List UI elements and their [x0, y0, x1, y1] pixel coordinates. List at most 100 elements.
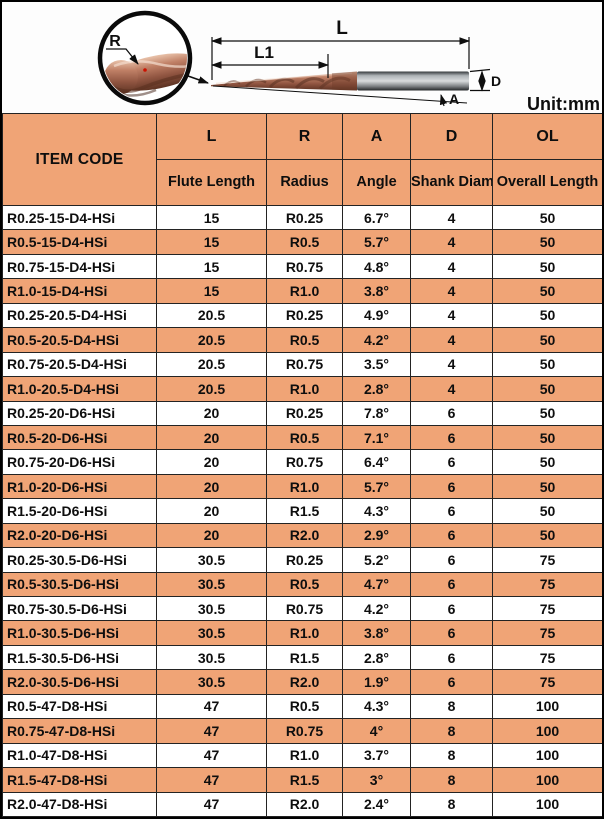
cell-overall-length: 50 — [492, 327, 602, 353]
flute-length-label: L1 — [254, 43, 274, 62]
cell-item-code: R1.0-20.5-D4-HSi — [2, 376, 157, 402]
table-row: R0.5-47-D8-HSi 47 R0.5 4.3° 8 100 — [2, 693, 602, 720]
table-row: R1.0-20.5-D4-HSi 20.5 R1.0 2.8° 4 50 — [2, 376, 602, 402]
cell-flute-length: 47 — [156, 693, 267, 720]
col-sublabel-radius: Radius — [266, 159, 343, 206]
spec-table-header: ITEM CODE L R A D OL Flute Length Radius… — [2, 113, 602, 206]
dimension-shank-diameter: D — [469, 68, 501, 92]
table-row: R1.5-47-D8-HSi 47 R1.5 3° 8 100 — [2, 767, 602, 793]
cell-item-code: R0.75-20.5-D4-HSi — [2, 351, 157, 378]
cell-shank-diameter: 6 — [410, 595, 493, 622]
cell-angle: 3.7° — [342, 742, 411, 769]
cell-shank-diameter: 8 — [410, 791, 493, 817]
radius-label: R — [109, 33, 121, 50]
dimension-flute-length: L1 — [211, 43, 329, 78]
cell-flute-length: 20.5 — [156, 351, 267, 378]
cell-angle: 5.2° — [342, 547, 411, 573]
cell-item-code: R0.5-20-D6-HSi — [2, 424, 157, 451]
cell-item-code: R0.75-15-D4-HSi — [2, 253, 157, 280]
cell-angle: 3.8° — [342, 620, 411, 646]
cell-flute-length: 30.5 — [156, 620, 267, 646]
cell-flute-length: 20 — [156, 522, 267, 549]
cell-item-code: R1.0-15-D4-HSi — [2, 278, 157, 304]
table-row: R2.0-20-D6-HSi 20 R2.0 2.9° 6 50 — [2, 522, 602, 549]
table-row: R0.25-20.5-D4-HSi 20.5 R0.25 4.9° 4 50 — [2, 302, 602, 329]
table-row: R0.75-47-D8-HSi 47 R0.75 4° 8 100 — [2, 718, 602, 744]
cell-radius: R0.25 — [266, 204, 343, 231]
radius-center-mark — [143, 68, 147, 72]
cell-radius: R0.75 — [266, 253, 343, 280]
cell-radius: R0.75 — [266, 718, 343, 744]
cell-angle: 4.9° — [342, 302, 411, 329]
table-row: R0.25-15-D4-HSi 15 R0.25 6.7° 4 50 — [2, 204, 602, 231]
cell-item-code: R0.5-30.5-D6-HSi — [2, 571, 157, 598]
cell-shank-diameter: 6 — [410, 424, 493, 451]
cell-overall-length: 50 — [492, 229, 602, 255]
cell-overall-length: 50 — [492, 400, 602, 426]
table-row: R0.5-30.5-D6-HSi 30.5 R0.5 4.7° 6 75 — [2, 571, 602, 598]
cell-item-code: R1.0-47-D8-HSi — [2, 742, 157, 769]
cell-radius: R2.0 — [266, 522, 343, 549]
cell-shank-diameter: 6 — [410, 498, 493, 524]
cell-flute-length: 15 — [156, 229, 267, 255]
cell-radius: R0.75 — [266, 351, 343, 378]
cell-item-code: R0.75-20-D6-HSi — [2, 449, 157, 475]
cell-angle: 4.8° — [342, 253, 411, 280]
spec-table: ITEM CODE L R A D OL Flute Length Radius… — [2, 113, 602, 817]
cell-item-code: R0.25-20.5-D4-HSi — [2, 302, 157, 329]
col-sublabel-flute-length: Flute Length — [156, 159, 267, 206]
cell-angle: 3.5° — [342, 351, 411, 378]
cell-overall-length: 50 — [492, 449, 602, 475]
col-sublabel-overall-length: Overall Length — [492, 159, 602, 206]
cell-item-code: R1.0-30.5-D6-HSi — [2, 620, 157, 646]
table-row: R0.5-20-D6-HSi 20 R0.5 7.1° 6 50 — [2, 424, 602, 451]
cell-shank-diameter: 6 — [410, 669, 493, 695]
cell-shank-diameter: 6 — [410, 571, 493, 598]
cell-flute-length: 20 — [156, 400, 267, 426]
cell-overall-length: 75 — [492, 620, 602, 646]
cell-flute-length: 30.5 — [156, 571, 267, 598]
cell-radius: R0.25 — [266, 547, 343, 573]
cell-overall-length: 50 — [492, 302, 602, 329]
cell-overall-length: 100 — [492, 791, 602, 817]
cell-item-code: R0.75-30.5-D6-HSi — [2, 595, 157, 622]
table-row: R2.0-47-D8-HSi 47 R2.0 2.4° 8 100 — [2, 791, 602, 817]
cell-item-code: R0.25-30.5-D6-HSi — [2, 547, 157, 573]
cell-item-code: R2.0-20-D6-HSi — [2, 522, 157, 549]
cell-overall-length: 50 — [492, 473, 602, 500]
cell-overall-length: 75 — [492, 644, 602, 671]
col-header-R: R — [266, 113, 343, 160]
cell-overall-length: 100 — [492, 718, 602, 744]
table-row: R0.75-15-D4-HSi 15 R0.75 4.8° 4 50 — [2, 253, 602, 280]
cell-overall-length: 50 — [492, 204, 602, 231]
ball-nose-detail-lens: R — [97, 10, 193, 106]
table-row: R1.0-20-D6-HSi 20 R1.0 5.7° 6 50 — [2, 473, 602, 500]
cell-item-code: R0.5-15-D4-HSi — [2, 229, 157, 255]
cell-overall-length: 75 — [492, 571, 602, 598]
cell-overall-length: 50 — [492, 376, 602, 402]
cell-angle: 6.4° — [342, 449, 411, 475]
cell-shank-diameter: 6 — [410, 547, 493, 573]
cell-flute-length: 30.5 — [156, 644, 267, 671]
table-row: R1.0-15-D4-HSi 15 R1.0 3.8° 4 50 — [2, 278, 602, 304]
cell-angle: 5.7° — [342, 229, 411, 255]
item-code-header: ITEM CODE — [2, 113, 157, 206]
col-sublabel-shank-diameter: Shank Diameter — [410, 159, 493, 206]
cell-radius: R1.0 — [266, 376, 343, 402]
cell-flute-length: 20 — [156, 424, 267, 451]
shank-diameter-label: D — [491, 73, 501, 89]
table-row: R0.5-15-D4-HSi 15 R0.5 5.7° 4 50 — [2, 229, 602, 255]
cell-shank-diameter: 6 — [410, 620, 493, 646]
col-sublabel-angle: Angle — [342, 159, 411, 206]
cell-flute-length: 47 — [156, 767, 267, 793]
cell-item-code: R2.0-47-D8-HSi — [2, 791, 157, 817]
cell-angle: 6.7° — [342, 204, 411, 231]
cell-radius: R1.0 — [266, 742, 343, 769]
cell-item-code: R0.25-20-D6-HSi — [2, 400, 157, 426]
cell-radius: R0.5 — [266, 327, 343, 353]
table-row: R2.0-30.5-D6-HSi 30.5 R2.0 1.9° 6 75 — [2, 669, 602, 695]
table-row: R0.75-30.5-D6-HSi 30.5 R0.75 4.2° 6 75 — [2, 595, 602, 622]
cell-angle: 4.7° — [342, 571, 411, 598]
cell-shank-diameter: 6 — [410, 473, 493, 500]
cell-shank-diameter: 6 — [410, 522, 493, 549]
